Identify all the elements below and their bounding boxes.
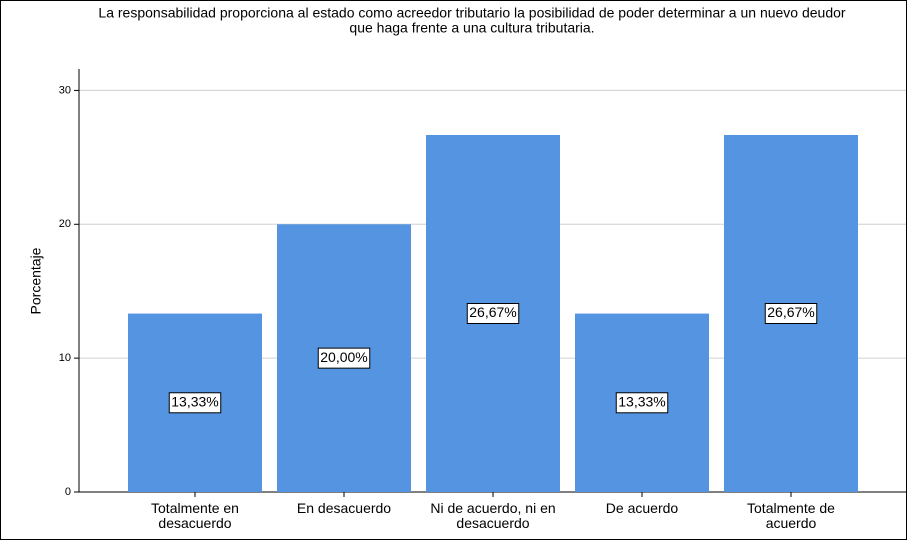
chart-title: La responsabilidad proporciona al estado… [98,5,845,21]
x-tick-label: Totalmente en desacuerdo [151,500,239,531]
value-label-box [764,302,818,324]
value-label-box [466,302,520,324]
value-label: 26,67% [469,304,516,320]
x-tick-label: En desacuerdo [296,500,392,516]
y-tick-label: 20 [59,218,71,230]
value-label-box [615,392,669,414]
value-label-box [317,347,371,369]
y-tick-label: 10 [59,352,71,364]
value-label: 20,00% [320,349,367,365]
value-label: 13,33% [618,393,665,409]
y-axis-label: Porcentaje [28,247,44,314]
x-tick-label: De acuerdo [605,500,679,516]
x-tick-label: Ni de acuerdo, ni en desacuerdo [430,500,556,531]
chart-title: que haga frente a una cultura tributaria… [349,20,594,36]
value-label: 13,33% [171,393,218,409]
y-tick-label: 0 [65,486,71,498]
value-label-box [168,392,222,414]
y-tick-label: 30 [59,84,71,96]
x-tick-label: Totalmente de acuerdo [747,500,835,531]
value-label: 26,67% [767,304,814,320]
